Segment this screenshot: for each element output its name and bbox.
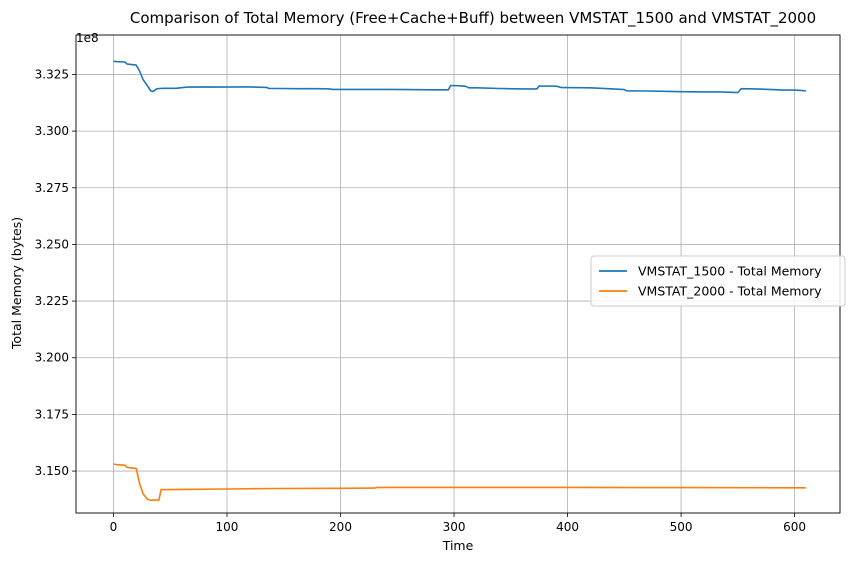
y-axis-ticks: 3.150 3.175 3.200 3.225 3.250 3.275 3.300 3.325 <box>35 67 76 478</box>
y-tick-label: 3.250 <box>35 237 69 251</box>
y-tick-label: 3.300 <box>35 124 69 138</box>
x-tick-label: 200 <box>329 520 352 534</box>
legend: VMSTAT_1500 - Total Memory VMSTAT_2000 -… <box>590 255 846 307</box>
y-tick-label: 3.325 <box>35 67 69 81</box>
series-lines <box>113 60 806 502</box>
x-tick-label: 500 <box>670 520 693 534</box>
y-offset-label: 1e8 <box>76 31 99 45</box>
x-tick-label: 0 <box>110 520 118 534</box>
y-tick-label: 3.200 <box>35 351 69 365</box>
y-tick-label: 3.275 <box>35 181 69 195</box>
legend-label-vmstat-2000: VMSTAT_2000 - Total Memory <box>638 284 822 299</box>
y-axis-title: Total Memory (bytes) <box>9 217 24 350</box>
legend-box <box>590 255 846 307</box>
x-tick-label: 300 <box>443 520 466 534</box>
x-axis-ticks: 0 100 200 300 400 500 600 <box>110 513 806 534</box>
x-axis-title: Time <box>442 538 474 553</box>
chart-title: Comparison of Total Memory (Free+Cache+B… <box>130 9 816 28</box>
series-line-vmstat-1500 <box>113 60 806 94</box>
y-tick-label: 3.175 <box>35 407 69 421</box>
series-line-vmstat-2000 <box>113 463 806 502</box>
y-tick-label: 3.225 <box>35 294 69 308</box>
x-tick-label: 600 <box>783 520 806 534</box>
legend-label-vmstat-1500: VMSTAT_1500 - Total Memory <box>638 264 822 279</box>
y-tick-label: 3.150 <box>35 464 69 478</box>
x-tick-label: 100 <box>216 520 239 534</box>
x-tick-label: 400 <box>556 520 579 534</box>
